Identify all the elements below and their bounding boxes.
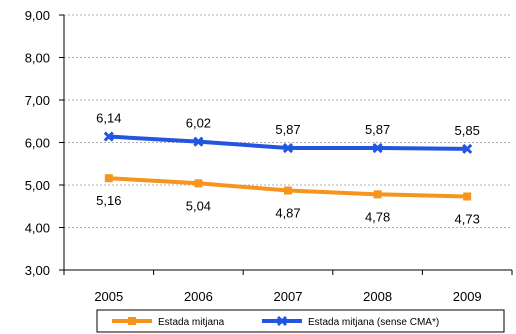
y-tick-label: 3,00 xyxy=(25,263,50,278)
y-tick-label: 7,00 xyxy=(25,93,50,108)
y-tick-label: 9,00 xyxy=(25,8,50,23)
legend: Estada mitjana Estada mitjana (sense CMA*… xyxy=(96,309,505,333)
x-tick-label: 2009 xyxy=(453,289,482,304)
data-label: 5,04 xyxy=(186,198,211,213)
legend-marker xyxy=(276,315,288,327)
data-point xyxy=(372,142,383,154)
data-point xyxy=(104,174,113,183)
data-label: 5,87 xyxy=(275,122,300,137)
data-label: 4,73 xyxy=(455,211,480,226)
series-group: 5,16 5,04 4,87 4,78 4,73 6,14 6,02 5,87 5,87 5,85 xyxy=(96,111,480,227)
data-label: 5,87 xyxy=(365,122,390,137)
data-point xyxy=(373,190,382,199)
x-tick-label: 2007 xyxy=(274,289,303,304)
data-label: 5,16 xyxy=(96,193,121,208)
axes: 3,00 4,00 5,00 6,00 7,00 8,00 9,00 2005 2006 2007… xyxy=(25,8,513,304)
data-label: 6,02 xyxy=(186,116,211,131)
data-point xyxy=(103,131,114,142)
data-label: 4,78 xyxy=(365,209,390,224)
data-label: 6,14 xyxy=(96,111,121,126)
data-label: 4,87 xyxy=(275,206,300,221)
legend-marker xyxy=(128,317,136,325)
y-tick-label: 8,00 xyxy=(25,51,50,66)
legend-label: Estada mitjana (sense CMA*) xyxy=(308,317,439,328)
series-1: 5,16 5,04 4,87 4,78 4,73 xyxy=(96,174,480,226)
x-tick-label: 2008 xyxy=(363,289,392,304)
data-point xyxy=(194,179,203,188)
x-tick-label: 2006 xyxy=(184,289,213,304)
y-tick-label: 5,00 xyxy=(25,178,50,193)
series-2: 6,14 6,02 5,87 5,87 5,85 xyxy=(96,111,480,154)
data-point xyxy=(462,143,473,154)
data-point xyxy=(193,136,204,147)
legend-label: Estada mitjana xyxy=(158,317,225,328)
x-tick-label: 2005 xyxy=(94,289,123,304)
data-label: 5,85 xyxy=(455,123,480,138)
data-point xyxy=(463,192,472,201)
data-point xyxy=(284,186,292,195)
gridlines xyxy=(64,14,512,228)
y-tick-label: 4,00 xyxy=(25,221,50,236)
y-tick-label: 6,00 xyxy=(25,136,50,151)
data-point xyxy=(282,142,294,154)
